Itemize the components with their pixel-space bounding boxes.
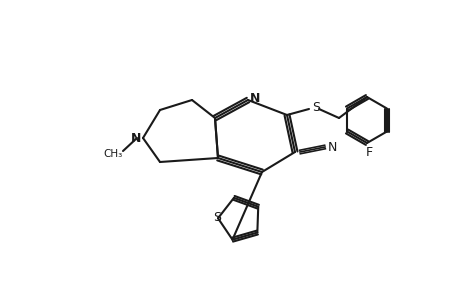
Text: S: S [311,100,319,113]
Text: N: N [130,131,141,145]
Text: S: S [213,211,220,224]
Text: N: N [327,140,336,154]
Text: CH₃: CH₃ [103,149,123,159]
Text: F: F [364,146,372,158]
Text: N: N [249,92,260,104]
